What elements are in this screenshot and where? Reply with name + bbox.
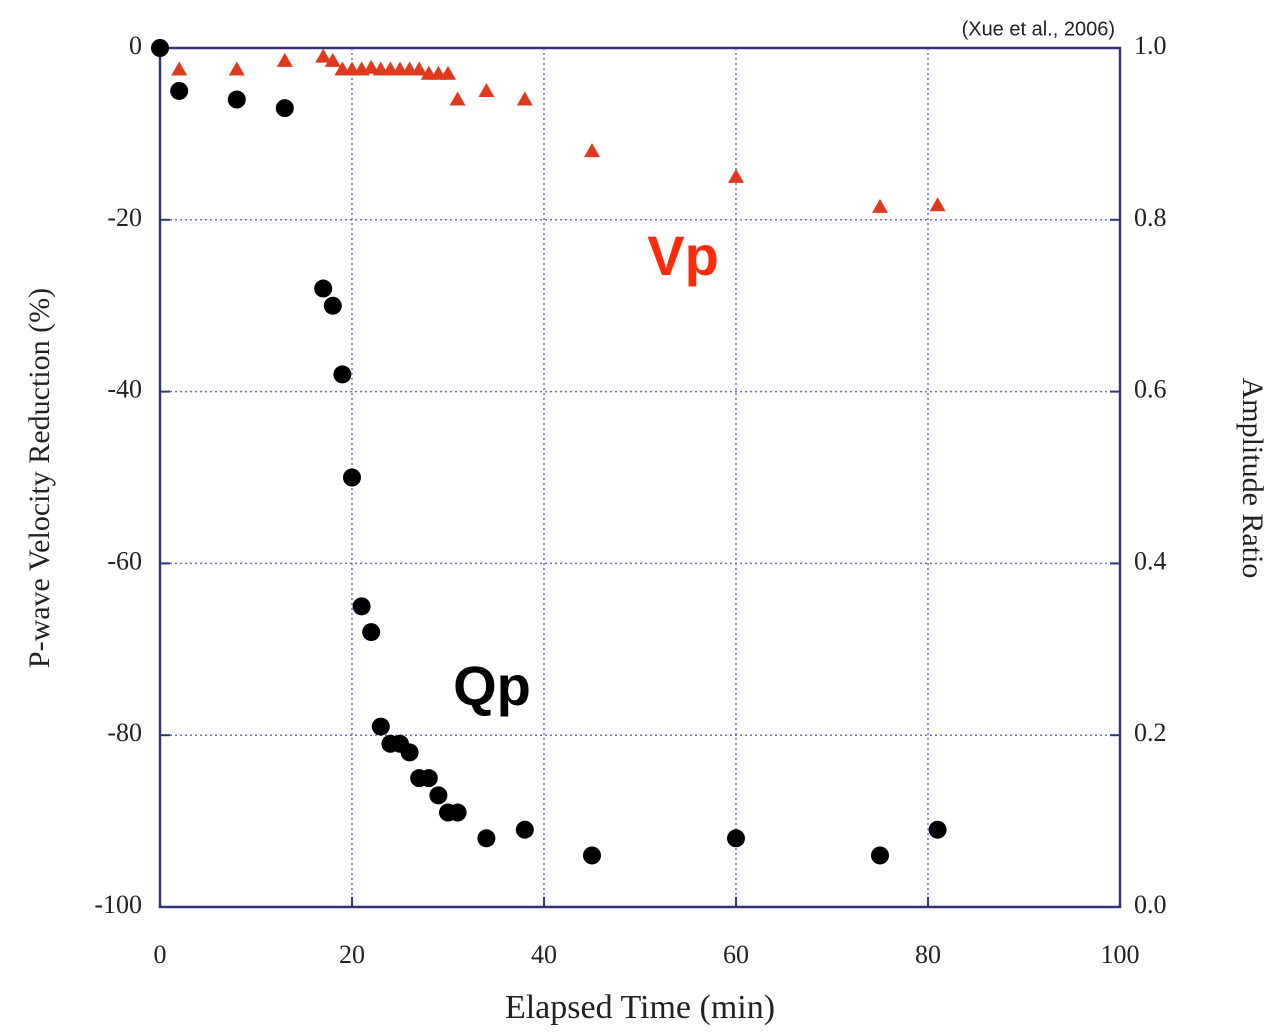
marker-triangle xyxy=(929,197,946,212)
y2-axis-label: Amplitude Ratio xyxy=(1236,378,1269,579)
marker-circle xyxy=(583,846,601,865)
marker-circle xyxy=(400,743,419,762)
marker-circle xyxy=(371,717,390,736)
source-note: (Xue et al., 2006) xyxy=(962,18,1115,40)
vp-annotation: Vp xyxy=(647,224,719,287)
marker-circle xyxy=(275,99,294,118)
x-tick-label: 100 xyxy=(1101,940,1140,969)
marker-triangle xyxy=(315,48,332,63)
marker-triangle xyxy=(449,91,466,106)
marker-triangle xyxy=(228,61,245,76)
x-axis-label: Elapsed Time (min) xyxy=(505,989,775,1026)
marker-circle xyxy=(314,279,333,298)
y-tick-label: -20 xyxy=(107,203,142,232)
marker-circle xyxy=(871,846,889,865)
marker-triangle xyxy=(363,59,380,74)
y2-tick-label: 0.8 xyxy=(1134,203,1167,232)
marker-circle xyxy=(227,90,246,109)
marker-circle xyxy=(727,829,745,848)
marker-circle xyxy=(323,296,342,315)
marker-circle xyxy=(151,39,169,57)
marker-circle xyxy=(429,786,448,805)
marker-triangle xyxy=(276,52,293,67)
marker-circle xyxy=(515,820,534,839)
y-tick-label: -40 xyxy=(107,375,142,404)
marker-triangle xyxy=(324,52,341,67)
marker-triangle xyxy=(411,61,428,76)
marker-triangle xyxy=(584,143,600,158)
marker-circle xyxy=(352,597,371,616)
y-tick-label: -100 xyxy=(94,890,142,919)
y2-tick-label: 0.6 xyxy=(1134,375,1167,404)
marker-triangle xyxy=(440,65,456,80)
marker-triangle xyxy=(872,198,888,213)
y2-tick-label: 1.0 xyxy=(1134,31,1167,60)
marker-circle xyxy=(343,468,361,487)
marker-circle xyxy=(333,365,352,384)
x-tick-label: 40 xyxy=(531,940,557,969)
marker-circle xyxy=(928,820,947,839)
x-tick-label: 20 xyxy=(339,940,365,969)
y-tick-label: -80 xyxy=(107,718,142,747)
y-tick-label: 0 xyxy=(129,31,142,60)
marker-triangle xyxy=(516,91,533,106)
x-tick-label: 0 xyxy=(154,940,167,969)
y2-tick-label: 0.4 xyxy=(1134,546,1167,575)
x-tick-label: 80 xyxy=(915,940,941,969)
y2-tick-label: 0.2 xyxy=(1134,718,1167,747)
plot-frame xyxy=(158,46,1122,909)
marker-triangle xyxy=(171,61,188,76)
y2-tick-label: 0.0 xyxy=(1134,890,1167,919)
x-tick-label: 60 xyxy=(723,940,749,969)
marker-circle xyxy=(362,623,381,642)
y-tick-label: -60 xyxy=(107,546,142,575)
marker-circle xyxy=(419,769,438,788)
marker-circle xyxy=(477,829,496,848)
marker-triangle xyxy=(728,168,744,183)
marker-circle xyxy=(448,803,467,822)
marker-circle xyxy=(170,81,189,100)
marker-triangle xyxy=(478,82,495,97)
qp-annotation: Qp xyxy=(453,654,531,717)
y-axis-label: P-wave Velocity Reduction (%) xyxy=(23,288,56,668)
